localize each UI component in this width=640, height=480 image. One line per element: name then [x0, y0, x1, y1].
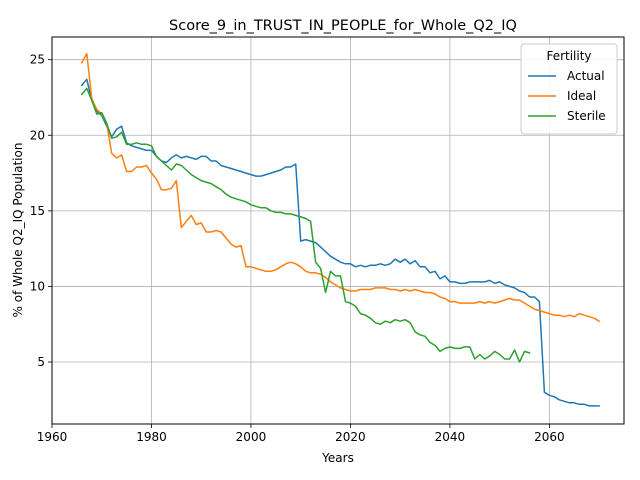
y-tick-label: 20: [30, 128, 45, 142]
x-tick-label: 2060: [534, 430, 565, 444]
series-line-ideal: [80, 52, 601, 323]
x-tick-label: 1960: [37, 430, 68, 444]
series-layer: [80, 52, 601, 407]
y-tick-label: 15: [30, 204, 45, 218]
legend-label-ideal: Ideal: [567, 89, 596, 103]
legend-title: Fertility: [546, 49, 591, 63]
legend-items: Actual Ideal Sterile: [528, 69, 606, 123]
x-tick-label: 2000: [236, 430, 267, 444]
y-tick-label: 25: [30, 53, 45, 67]
series-line-actual: [80, 78, 600, 407]
y-tick-label: 10: [30, 279, 45, 293]
legend-box: [520, 43, 618, 135]
x-tick-label: 2040: [435, 430, 466, 444]
x-tick-label: 2020: [335, 430, 366, 444]
legend: Fertility Actual Ideal Sterile: [520, 43, 618, 135]
chart-title: Score_9_in_TRUST_IN_PEOPLE_for_Whole_Q2_…: [169, 18, 517, 34]
y-axis: 5 10 15 20 25: [30, 53, 52, 369]
x-tick-label: 1980: [136, 430, 167, 444]
y-axis-label: % of Whole Q2_IQ Population: [11, 143, 25, 318]
x-axis: 1960 1980 2000 2020 2040 2060: [37, 424, 565, 444]
legend-label-sterile: Sterile: [567, 109, 606, 123]
legend-label-actual: Actual: [567, 69, 605, 83]
x-axis-label: Years: [321, 451, 354, 465]
plot-frame: [51, 36, 625, 425]
y-tick-label: 5: [37, 355, 45, 369]
series-line-sterile: [80, 87, 531, 363]
